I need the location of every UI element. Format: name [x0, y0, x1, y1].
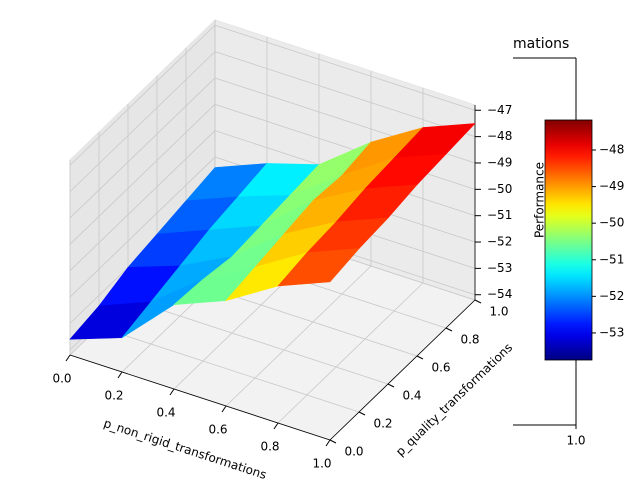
inset-x-tick-label: 1.0	[566, 434, 585, 448]
x-tick	[221, 405, 227, 413]
y-tick-label: 0.4	[402, 389, 421, 403]
colorbar-gradient	[544, 119, 593, 361]
grid-line	[69, 156, 216, 298]
y-tick	[387, 383, 395, 388]
x-tick-label: 0.2	[104, 389, 123, 403]
x-tick-label: 1.0	[312, 457, 331, 471]
x-tick-label: 0.6	[208, 423, 227, 437]
x-tick-label: 0.0	[52, 372, 71, 386]
y-tick	[358, 411, 366, 416]
inset-title: mations	[513, 36, 569, 52]
grid-line	[225, 265, 372, 407]
surface-face	[277, 248, 360, 287]
x-tick	[65, 354, 71, 362]
grid-line	[214, 24, 476, 111]
y-tick-label: 0.6	[431, 361, 450, 375]
x-tick-label: 0.8	[260, 440, 279, 454]
colorbar: −53 −52 −51 −50 −49 −48 Performance	[533, 119, 624, 361]
y-tick-label: 0.2	[373, 417, 392, 431]
x-tick	[169, 388, 175, 396]
x-tick	[325, 439, 331, 447]
z-tick-label: −50	[487, 182, 512, 196]
grid-line	[69, 24, 216, 166]
colorbar-tick-label: −52	[599, 289, 624, 303]
axis-line	[329, 299, 476, 441]
z-tick-label: −53	[487, 261, 512, 275]
z-tick-label: −51	[487, 208, 512, 222]
grid-line	[277, 282, 424, 424]
y-tick	[445, 327, 453, 332]
grid-line	[214, 103, 476, 190]
colorbar-tick-label: −50	[599, 216, 624, 230]
y-tick	[329, 439, 337, 444]
grid-line	[127, 298, 389, 385]
y-tick-label: 0.8	[460, 333, 479, 347]
colorbar-tick-label: −48	[599, 143, 624, 157]
x-tick	[117, 371, 123, 379]
colorbar-tick-label: −51	[599, 252, 624, 266]
y-tick	[416, 355, 424, 360]
grid-line	[98, 326, 360, 413]
x-tick	[273, 422, 279, 430]
grid-line	[69, 130, 216, 271]
grid-line	[69, 104, 216, 245]
grid-line	[214, 51, 476, 138]
x-tick-label: 0.4	[156, 406, 175, 420]
z-tick-label: −48	[487, 129, 512, 143]
y-tick-label: 0.0	[344, 445, 363, 459]
grid-line	[69, 77, 216, 219]
axes-3d: 0.0 0.2 0.4 0.6 0.8 1.0 0.0 0.2 0.4 0.6 0.8 1.0 −54 −…	[52, 18, 515, 482]
grid-line	[69, 51, 216, 192]
y-tick-label: 1.0	[489, 305, 508, 319]
z-tick-label: −47	[487, 103, 512, 117]
axis-line	[69, 354, 331, 441]
x-axis-label: p_non_rigid_transformations	[102, 416, 268, 480]
z-tick-label: −49	[487, 155, 512, 169]
y-tick	[474, 299, 482, 304]
colorbar-label: Performance	[533, 162, 547, 238]
inset-axes: mations 1.0	[513, 36, 586, 448]
colorbar-tick-label: −49	[599, 179, 624, 193]
z-tick-label: −54	[487, 287, 512, 301]
z-tick-label: −52	[487, 235, 512, 249]
colorbar-tick-label: −53	[599, 325, 624, 339]
